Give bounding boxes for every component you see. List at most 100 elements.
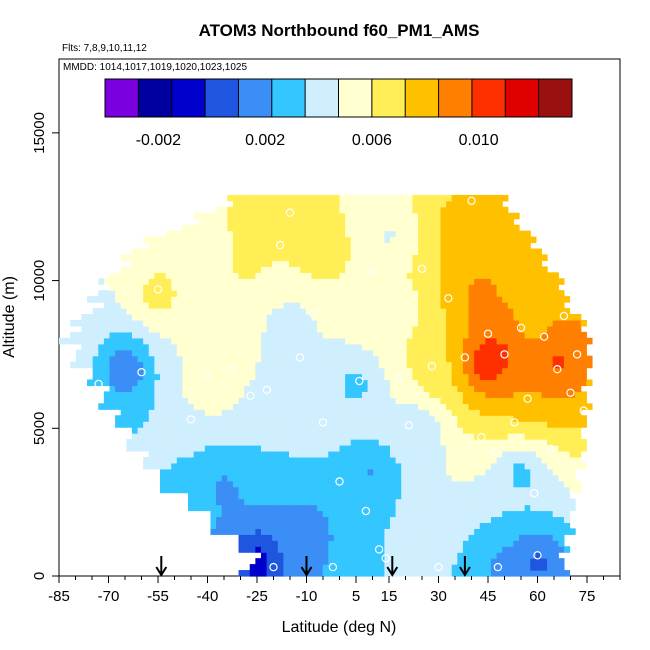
heat-cell <box>507 254 515 261</box>
heat-cell <box>524 534 531 541</box>
heat-cell <box>148 421 155 428</box>
heat-cell <box>440 343 447 351</box>
heat-cell <box>176 319 184 327</box>
heat-cell <box>317 552 324 559</box>
heat-cell <box>148 248 155 256</box>
heat-cell <box>126 355 133 363</box>
heat-cell <box>401 284 408 291</box>
heat-cell <box>485 296 492 303</box>
heat-cell <box>345 284 352 291</box>
heat-cell <box>272 248 279 256</box>
heat-cell <box>547 385 554 392</box>
heat-cell <box>154 373 161 381</box>
heat-cell <box>373 534 380 541</box>
heat-cell <box>289 313 296 321</box>
heat-cell <box>356 325 363 333</box>
heat-cell <box>373 397 380 404</box>
heat-cell <box>541 462 548 470</box>
heat-cell <box>524 570 531 577</box>
heat-cell <box>530 397 537 404</box>
heat-cell <box>120 266 127 273</box>
heat-cell <box>373 290 380 297</box>
heat-cell <box>418 445 425 452</box>
heat-cell <box>401 325 408 333</box>
heat-cell <box>378 462 385 470</box>
heat-cell <box>232 450 240 458</box>
heat-cell <box>485 564 492 571</box>
heat-cell <box>182 242 189 250</box>
heat-cell <box>412 272 419 279</box>
heat-cell <box>418 558 425 565</box>
heat-cell <box>204 308 212 315</box>
heat-cell <box>451 242 458 250</box>
heat-cell <box>524 480 531 488</box>
heat-cell <box>283 367 290 375</box>
heat-cell <box>249 230 256 238</box>
heat-cell <box>434 492 442 500</box>
heat-cell <box>137 385 144 392</box>
heat-cell <box>204 236 212 244</box>
heat-cell <box>468 367 475 375</box>
heat-cell <box>496 254 503 261</box>
heat-cell <box>328 421 335 428</box>
heat-cell <box>345 492 352 500</box>
heat-cell <box>193 415 200 422</box>
heat-cell <box>193 242 200 250</box>
heat-cell <box>322 552 329 559</box>
heat-cell <box>154 313 161 321</box>
heat-cell <box>423 468 430 476</box>
heat-cell <box>490 230 498 238</box>
heat-cell <box>255 349 262 357</box>
heat-cell <box>300 224 307 232</box>
heat-cell <box>199 492 206 500</box>
heat-cell <box>317 331 324 339</box>
heat-cell <box>378 379 385 387</box>
heat-cell <box>485 528 492 535</box>
heat-cell <box>137 337 144 345</box>
heat-cell <box>322 474 329 482</box>
heat-cell <box>412 254 419 261</box>
heat-cell <box>490 468 498 476</box>
heat-cell <box>451 331 458 339</box>
heat-cell <box>389 284 397 291</box>
heat-cell <box>210 290 217 297</box>
heat-cell <box>563 319 571 327</box>
heat-cell <box>558 355 565 363</box>
heat-cell <box>569 325 576 333</box>
heat-cell <box>519 266 526 273</box>
heat-cell <box>378 385 385 392</box>
heat-cell <box>244 427 251 434</box>
heat-cell <box>367 468 374 476</box>
heat-cell <box>440 242 447 250</box>
heat-cell <box>260 218 268 226</box>
heat-cell <box>434 212 442 220</box>
heat-cell <box>552 337 559 345</box>
heat-cell <box>322 558 329 565</box>
heat-cell <box>401 367 408 375</box>
heat-cell <box>468 522 475 529</box>
heat-cell <box>490 313 498 321</box>
heat-cell <box>401 343 408 351</box>
heat-cell <box>131 254 139 261</box>
heat-cell <box>272 337 279 345</box>
heat-cell <box>373 272 380 279</box>
heat-cell <box>479 343 486 351</box>
heat-cell <box>361 552 369 559</box>
heat-cell <box>530 355 537 363</box>
heat-cell <box>92 361 99 369</box>
heat-cell <box>502 373 509 381</box>
heat-cell <box>547 349 554 357</box>
heat-cell <box>204 462 212 470</box>
heat-cell <box>507 325 515 333</box>
heat-cell <box>210 498 217 506</box>
heat-cell <box>457 361 464 369</box>
heat-cell <box>227 254 234 261</box>
heat-cell <box>406 200 414 208</box>
heat-cell <box>244 510 251 518</box>
heat-cell <box>429 278 436 285</box>
heat-cell <box>580 337 587 345</box>
heat-cell <box>547 343 554 351</box>
heat-cell <box>328 343 335 351</box>
heat-cell <box>193 427 200 434</box>
heat-cell <box>255 296 262 303</box>
